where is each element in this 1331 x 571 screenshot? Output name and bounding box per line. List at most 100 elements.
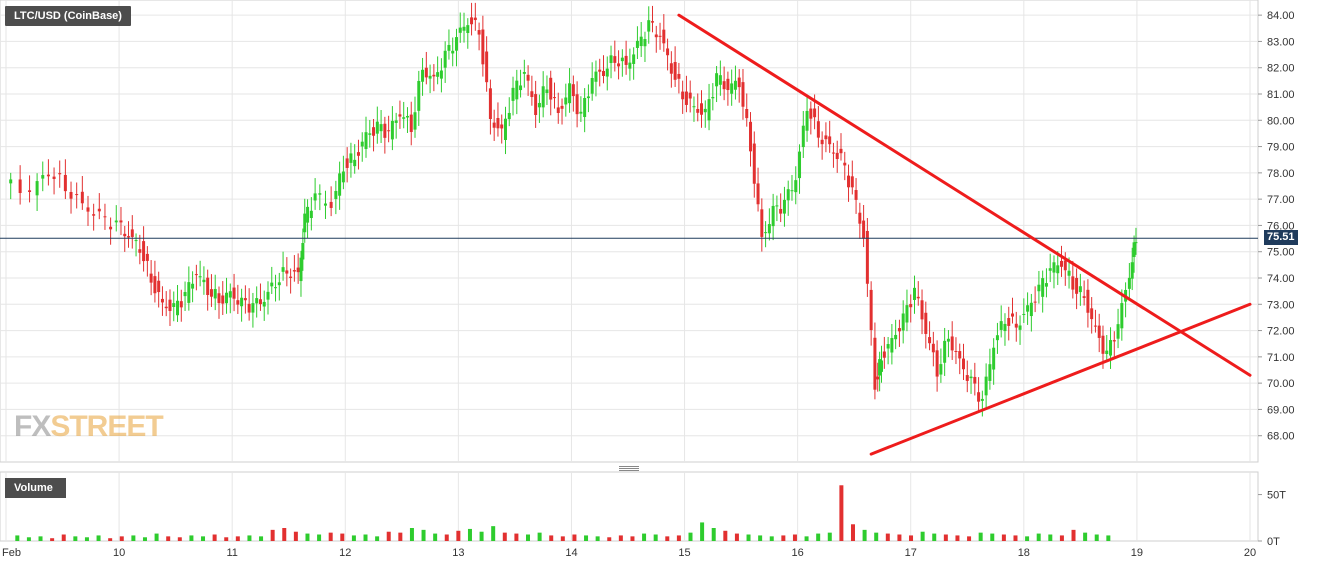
volume-bar [700, 522, 705, 541]
candle-body [341, 171, 345, 183]
volume-bar [38, 536, 43, 541]
candle-body [928, 337, 932, 344]
candle-body [123, 233, 127, 237]
candle-body [157, 280, 161, 293]
candle-body [364, 132, 368, 149]
candle-body [160, 298, 164, 303]
volume-bar [769, 536, 774, 541]
candle-body [247, 303, 251, 313]
candle-body [703, 108, 707, 113]
candle-body [1011, 313, 1015, 317]
volume-bar [247, 535, 252, 541]
volume-bar [676, 535, 681, 541]
candle-body [779, 208, 783, 214]
candle-body [635, 40, 639, 48]
candle-body [488, 88, 492, 120]
candle-body [387, 130, 391, 132]
candle-body [145, 253, 149, 261]
candle-body [345, 158, 349, 168]
volume-bar [108, 538, 113, 541]
candle-body [916, 296, 920, 299]
candle-body [306, 206, 310, 223]
candle-body [134, 240, 138, 242]
volume-bar [618, 535, 623, 541]
volume-bar [433, 533, 438, 541]
volume-bar [885, 533, 890, 541]
candle-body [700, 103, 704, 115]
candle-body [481, 29, 485, 65]
candle-body [741, 82, 745, 107]
candle-body [301, 243, 305, 260]
candle-body [1022, 313, 1026, 315]
panel-resize-handle[interactable] [619, 465, 639, 472]
candle-body [624, 55, 628, 65]
candle-body [590, 78, 594, 94]
candle-body [726, 78, 730, 91]
candle-body [995, 335, 999, 341]
candle-body [980, 398, 984, 401]
candle-body [935, 350, 939, 377]
candle-body [752, 143, 756, 184]
volume-bar [363, 534, 368, 541]
volume-bar [456, 530, 461, 541]
candle-body [80, 191, 84, 204]
candle-body [598, 69, 602, 72]
candle-body [1048, 268, 1052, 271]
candle-body [522, 71, 526, 74]
candle-body [737, 77, 741, 88]
candle-body [417, 80, 421, 111]
candle-body [496, 118, 500, 129]
candle-body [451, 50, 455, 54]
volume-panel-frame [0, 471, 1259, 542]
candle-body [575, 94, 579, 115]
candle-body [718, 75, 722, 85]
candle-body [1041, 278, 1045, 297]
candle-body [383, 123, 387, 138]
candle-body [767, 224, 771, 234]
candle-body [18, 179, 22, 194]
candle-body [673, 62, 677, 80]
volume-bar [26, 537, 31, 541]
candle-body [356, 152, 360, 156]
volume-bar [758, 535, 763, 541]
candle-body [579, 111, 583, 114]
candle-body [149, 273, 153, 283]
volume-bar [792, 534, 797, 541]
candle-body [835, 152, 839, 160]
candle-body [1026, 305, 1030, 312]
volume-bar [688, 532, 693, 541]
volume-bar [201, 536, 206, 541]
candle-body [601, 70, 605, 76]
candle-body [119, 220, 123, 223]
candle-body [1101, 335, 1105, 354]
candle-body [798, 151, 802, 179]
candle-body [86, 207, 90, 212]
y-tick-label: 73.00 [1267, 299, 1295, 311]
candle-body [909, 304, 913, 308]
candle-body [876, 376, 880, 380]
x-tick-label: 19 [1131, 547, 1143, 559]
candle-body [217, 293, 221, 304]
volume-bar [502, 532, 507, 541]
volume-bar [491, 526, 496, 541]
candle-body [1075, 277, 1079, 294]
candle-body [886, 344, 890, 349]
candle-body [318, 193, 322, 195]
candle-body [816, 121, 820, 138]
candle-body [843, 162, 847, 166]
volume-bar [84, 537, 89, 541]
volume-bar [1071, 529, 1076, 541]
candle-body [946, 338, 950, 342]
y-tick-label: 75.00 [1267, 247, 1295, 259]
candle-body [847, 175, 851, 188]
candle-body [285, 270, 289, 274]
candle-body [730, 83, 734, 94]
candle-body [236, 300, 240, 305]
volume-bar [572, 534, 577, 541]
candle-body [541, 86, 545, 108]
candle-body [349, 153, 353, 163]
volume-bar [537, 532, 542, 541]
y-tick-label: 74.00 [1267, 273, 1295, 285]
candle-body [1082, 296, 1086, 298]
volume-bar [607, 537, 612, 541]
